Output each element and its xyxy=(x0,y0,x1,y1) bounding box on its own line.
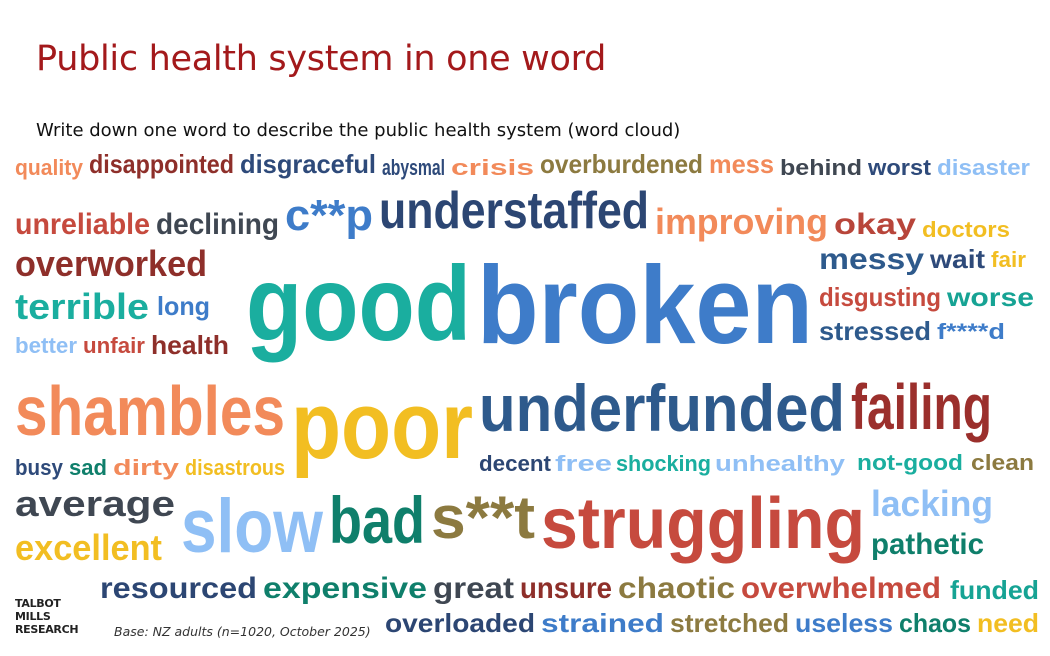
word-okay: okay xyxy=(834,207,916,241)
word-chaos: chaos xyxy=(899,608,971,638)
word-cxxp: c**p xyxy=(285,191,373,240)
word-useless: useless xyxy=(795,608,893,638)
word-fair: fair xyxy=(991,247,1026,272)
word-unreliable: unreliable xyxy=(15,207,150,241)
word-strained: strained xyxy=(541,608,664,638)
word-worse: worse xyxy=(947,282,1034,312)
word-lacking: lacking xyxy=(871,483,993,524)
word-broken: broken xyxy=(477,244,813,367)
word-disappointed: disappointed xyxy=(89,149,234,179)
word-improving: improving xyxy=(655,200,828,242)
logo-line: RESEARCH xyxy=(15,623,79,636)
word-disgraceful: disgraceful xyxy=(240,149,376,179)
word-poor: poor xyxy=(291,372,473,479)
word-disgusting: disgusting xyxy=(819,282,941,312)
word-disastrous: disastrous xyxy=(185,455,285,480)
word-overloaded: overloaded xyxy=(385,608,535,638)
word-overworked: overworked xyxy=(15,243,207,284)
company-logo: TALBOT MILLS RESEARCH xyxy=(15,597,79,636)
word-chaotic: chaotic xyxy=(618,572,735,605)
word-funded: funded xyxy=(950,575,1039,605)
word-underfunded: underfunded xyxy=(479,371,845,445)
word-wait: wait xyxy=(930,244,985,274)
word-decent: decent xyxy=(479,451,551,476)
word-good: good xyxy=(246,245,471,363)
word-not-good: not-good xyxy=(857,450,963,475)
word-worst: worst xyxy=(868,155,931,180)
word-doctors: doctors xyxy=(922,216,1010,242)
word-unsure: unsure xyxy=(520,572,612,605)
logo-line: MILLS xyxy=(15,610,51,623)
word-slow: slow xyxy=(181,484,323,569)
word-fxxxxd: f****d xyxy=(937,319,1005,344)
word-average: average xyxy=(15,483,175,524)
word-terrible: terrible xyxy=(15,286,149,327)
word-behind: behind xyxy=(780,155,862,180)
word-disaster: disaster xyxy=(937,155,1030,180)
word-resourced: resourced xyxy=(100,572,257,605)
word-expensive: expensive xyxy=(263,572,427,605)
word-unfair: unfair xyxy=(83,333,145,358)
word-dirty: dirty xyxy=(113,455,179,480)
word-shambles: shambles xyxy=(15,372,285,450)
logo-line: TALBOT xyxy=(15,597,61,610)
word-sxxt: s**t xyxy=(431,484,535,551)
word-overwhelmed: overwhelmed xyxy=(741,572,941,605)
word-overburdened: overburdened xyxy=(540,149,703,179)
word-busy: busy xyxy=(15,455,63,480)
word-failing: failing xyxy=(851,371,992,443)
word-better: better xyxy=(15,333,77,358)
word-need: need xyxy=(977,608,1039,638)
word-shocking: shocking xyxy=(616,451,711,476)
word-health: health xyxy=(151,330,229,360)
word-quality: quality xyxy=(15,155,83,180)
page-subtitle: Write down one word to describe the publ… xyxy=(36,120,681,141)
word-free: free xyxy=(555,451,612,476)
base-note: Base: NZ adults (n=1020, October 2025) xyxy=(114,624,371,639)
word-great: great xyxy=(433,572,514,605)
word-declining: declining xyxy=(156,207,279,241)
word-abysmal: abysmal xyxy=(382,155,445,180)
word-messy: messy xyxy=(819,243,924,276)
page-title: Public health system in one word xyxy=(36,39,607,79)
word-sad: sad xyxy=(69,455,107,480)
word-bad: bad xyxy=(329,483,425,557)
word-long: long xyxy=(157,291,210,321)
word-excellent: excellent xyxy=(15,527,162,568)
word-clean: clean xyxy=(971,450,1034,475)
word-crisis: crisis xyxy=(451,155,534,180)
word-stretched: stretched xyxy=(670,608,789,638)
word-mess: mess xyxy=(709,149,774,179)
word-stressed: stressed xyxy=(819,316,931,346)
word-understaffed: understaffed xyxy=(379,182,649,240)
word-pathetic: pathetic xyxy=(871,528,984,561)
word-unhealthy: unhealthy xyxy=(715,451,845,476)
word-struggling: struggling xyxy=(541,484,865,564)
